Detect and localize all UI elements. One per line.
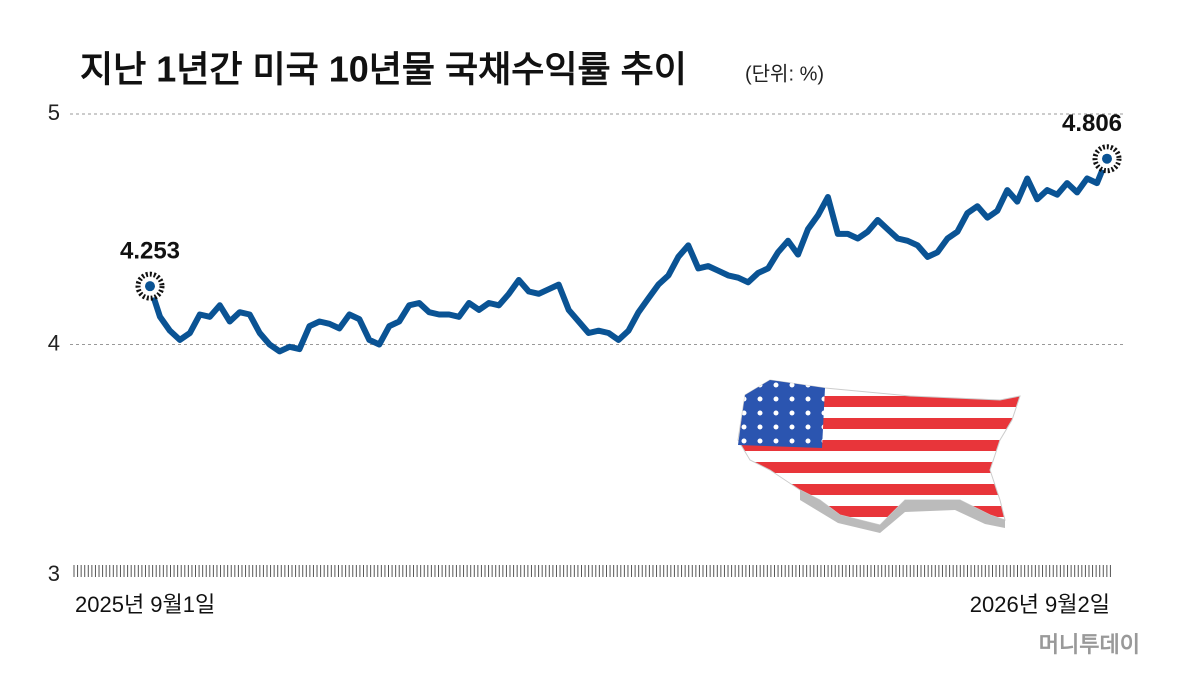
us-map (737, 379, 1021, 533)
x-tick-label: 2026년 9월2일 (970, 592, 1110, 617)
endpoint-dot (145, 281, 155, 292)
chart-title: 지난 1년간 미국 10년물 국채수익률 추이 (80, 49, 687, 90)
line (147, 155, 1110, 355)
y-tick-label: 5 (48, 100, 60, 125)
y-tick-label: 4 (48, 330, 60, 355)
chart-subtitle: (단위: %) (745, 62, 824, 85)
data-label: 4.253 (120, 238, 180, 265)
data-label: 4.806 (1062, 110, 1122, 137)
x-tick-label: 2025년 9월1일 (75, 592, 215, 617)
source-logo: 머니투데이 (1039, 632, 1140, 657)
y-tick-label: 3 (48, 561, 60, 586)
endpoint-dot (1102, 153, 1112, 164)
